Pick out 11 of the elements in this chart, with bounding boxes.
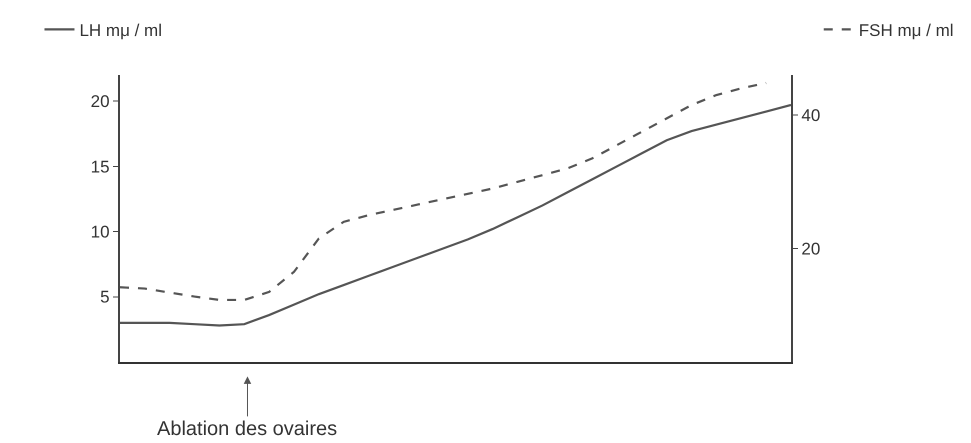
y-tick-label: 5: [100, 288, 110, 307]
legend-label: FSH mμ / ml: [858, 21, 954, 40]
line-series: [120, 104, 791, 327]
y-tick-label: 20: [90, 92, 110, 112]
text: Ablation des ovaires: [157, 418, 338, 440]
y2-tick-label: 20: [801, 239, 820, 258]
legend-label: LH mμ / ml: [79, 21, 162, 40]
line-series: [120, 82, 768, 302]
y2-tick-label: 40: [801, 106, 820, 125]
y-tick-label: 15: [90, 157, 110, 176]
y-tick-label: 10: [90, 222, 110, 242]
